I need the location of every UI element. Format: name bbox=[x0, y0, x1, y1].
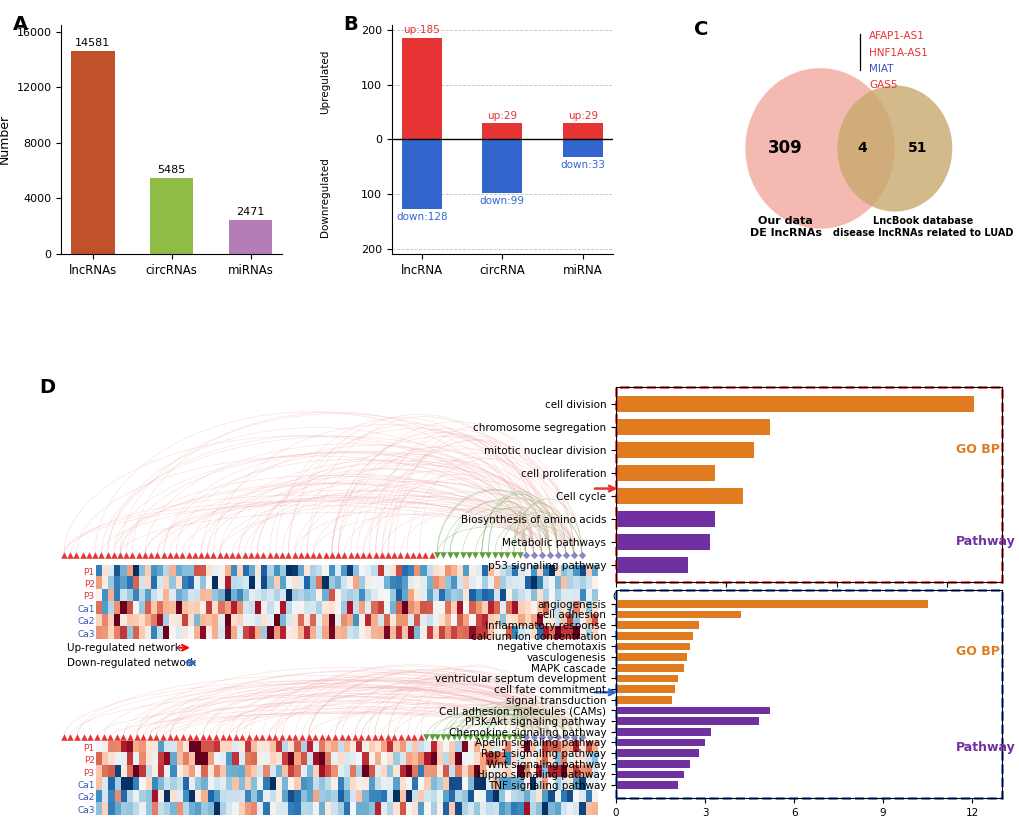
Bar bbox=[228, 219, 272, 254]
Bar bbox=[482, 124, 522, 139]
Text: AFAP1-AS1: AFAP1-AS1 bbox=[868, 31, 924, 42]
Text: 2471: 2471 bbox=[236, 207, 265, 217]
Text: B: B bbox=[342, 16, 358, 34]
Bar bbox=[150, 178, 194, 254]
Text: LncBook database
disease lncRNAs related to LUAD: LncBook database disease lncRNAs related… bbox=[833, 216, 1013, 238]
Text: 14581: 14581 bbox=[75, 38, 110, 48]
Text: Up-regulated network: Up-regulated network bbox=[66, 644, 180, 654]
Text: up:29: up:29 bbox=[487, 111, 517, 120]
Bar bbox=[401, 139, 441, 209]
Text: HNF1A-AS1: HNF1A-AS1 bbox=[868, 48, 927, 57]
Text: A: A bbox=[12, 16, 28, 34]
Text: Downregulated: Downregulated bbox=[320, 156, 330, 237]
Text: 51: 51 bbox=[907, 142, 926, 156]
Text: Upregulated: Upregulated bbox=[320, 50, 330, 114]
Text: 5485: 5485 bbox=[158, 165, 185, 175]
Bar bbox=[71, 52, 114, 254]
Text: down:33: down:33 bbox=[559, 160, 604, 170]
Text: MIAT: MIAT bbox=[868, 64, 893, 74]
Text: 4: 4 bbox=[856, 142, 866, 156]
Text: D: D bbox=[40, 378, 56, 397]
Text: 309: 309 bbox=[767, 139, 802, 157]
Ellipse shape bbox=[745, 68, 894, 229]
Text: GAS5: GAS5 bbox=[868, 79, 897, 89]
Text: up:185: up:185 bbox=[404, 25, 440, 35]
Y-axis label: Number: Number bbox=[0, 114, 11, 165]
Text: C: C bbox=[693, 20, 707, 39]
Bar bbox=[401, 38, 441, 139]
Text: down:128: down:128 bbox=[395, 212, 447, 222]
Bar bbox=[562, 124, 602, 139]
Text: down:99: down:99 bbox=[479, 196, 525, 206]
Bar bbox=[482, 139, 522, 193]
Text: Our data
DE lncRNAs: Our data DE lncRNAs bbox=[749, 216, 820, 238]
Bar bbox=[562, 139, 602, 157]
Ellipse shape bbox=[837, 85, 952, 211]
Text: Down-regulated network: Down-regulated network bbox=[66, 658, 196, 668]
Text: up:29: up:29 bbox=[568, 111, 597, 120]
